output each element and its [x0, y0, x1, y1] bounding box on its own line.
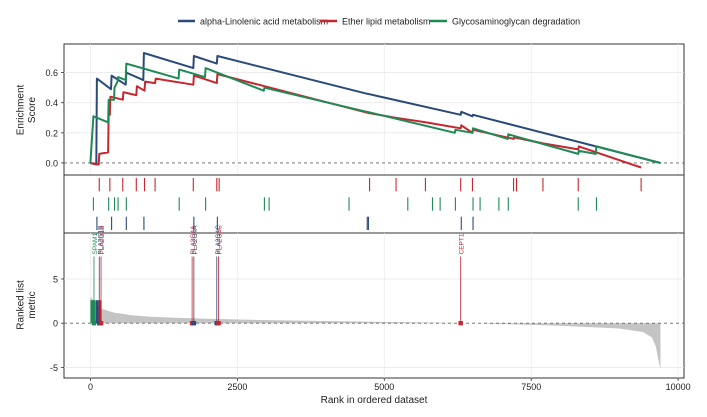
es-y-axis-ticks: 0.0 0.2 0.4 0.6: [45, 68, 64, 168]
leading-edge-bar: [98, 300, 102, 324]
x-axis-ticks: 0 2500 5000 7500 10000: [88, 378, 691, 392]
legend: alpha-Linolenic acid metabolism Ether li…: [178, 17, 580, 27]
es-tick-label: 0.0: [45, 158, 58, 168]
es-tick-label: 0.6: [45, 68, 58, 78]
hits-panel: [63, 174, 685, 234]
rank-ylabel-line: Ranked list: [16, 280, 27, 330]
gene-label: CEPT1: [459, 233, 466, 254]
gene-label: PLA2G1B: [99, 226, 106, 255]
gene-label: SPAM1: [92, 233, 99, 255]
leading-edge-bar: [96, 300, 99, 324]
es-panel: 0.0 0.2 0.4 0.6 EnrichmentScore: [16, 43, 685, 176]
gene-marker: [216, 320, 221, 326]
legend-label-alpha-linolenic: alpha-Linolenic acid metabolism: [200, 17, 328, 27]
x-tick-label: 5000: [374, 382, 394, 392]
x-tick-label: 0: [88, 382, 93, 392]
x-tick-label: 2500: [227, 382, 247, 392]
es-tick-label: 0.2: [45, 128, 58, 138]
es-gridlines: [64, 44, 684, 175]
x-axis-label: Rank in ordered dataset: [321, 395, 428, 406]
gene-label: PLA2G4A: [192, 225, 199, 255]
rank-tick-label: -5: [50, 363, 58, 373]
hits-panel-border: [63, 174, 685, 234]
x-tick-label: 10000: [666, 382, 691, 392]
es-curves: [89, 52, 661, 169]
gene-marker: [91, 320, 97, 326]
es-tick-label: 0.4: [45, 98, 58, 108]
es-ylabel-line1: EnrichmentScore: [16, 84, 39, 135]
gene-label: PLA2G1B: [97, 226, 104, 255]
leading-edge-bar: [90, 300, 96, 324]
legend-label-glycosaminoglycan: Glycosaminoglycan degradation: [452, 17, 580, 27]
es-curve-1: [90, 73, 642, 169]
es-panel-border: [63, 43, 685, 176]
legend-label-ether-lipid: Ether lipid metabolism: [342, 17, 431, 27]
es-curve-0: [90, 52, 661, 166]
rank-ylabel: Ranked listmetric: [16, 280, 39, 330]
rank-panel-border: [63, 232, 685, 379]
gene-label: PLA2G4C: [217, 225, 224, 255]
gene-marker: [98, 320, 104, 326]
rank-tick-label: 0: [53, 319, 58, 329]
x-tick-label: 7500: [521, 382, 541, 392]
gene-label: PLA2G4C: [215, 225, 222, 255]
es-ylabel-line: Enrichment: [16, 84, 27, 135]
hit-ticks: [92, 178, 642, 230]
rank-ylabel-line: metric: [27, 291, 38, 318]
gene-label: PLA2G4A: [190, 225, 197, 255]
rank-y-axis-ticks: -5 0 5: [50, 274, 64, 373]
gene-marker: [191, 320, 197, 326]
gene-marker: [458, 320, 463, 326]
es-curve-2: [89, 62, 661, 164]
rank-gridlines: [64, 233, 684, 378]
rank-tick-label: 5: [53, 274, 58, 284]
ranked-metric-area: [90, 296, 661, 370]
es-ylabel-line: Score: [27, 97, 38, 124]
